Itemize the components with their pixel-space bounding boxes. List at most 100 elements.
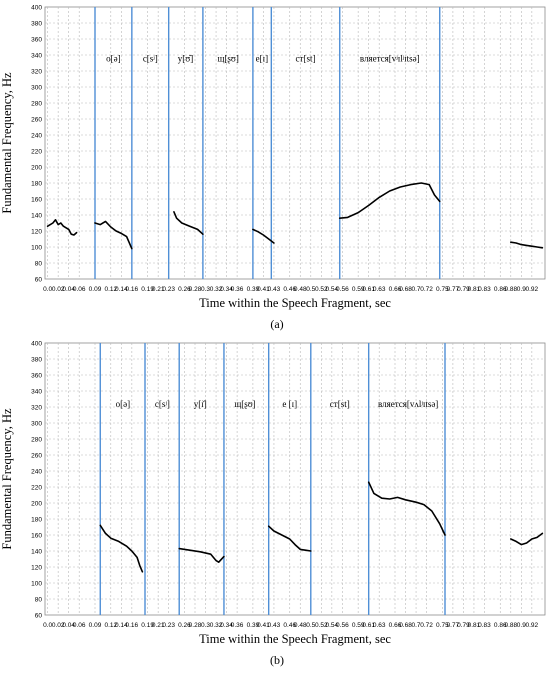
chart-b-y-tick-label: 360: [31, 372, 42, 379]
chart-b-x-tick-label: 0.63: [373, 622, 386, 629]
chart-a-y-tick-label: 220: [31, 148, 42, 155]
chart-a-y-tick-label: 60: [35, 276, 43, 283]
chart-b-x-tick-label: 0.7: [412, 622, 421, 629]
chart-b-x-tick-label: 0.66: [389, 622, 402, 629]
chart-a-x-tick-label: 0.61: [362, 286, 375, 293]
chart-a-y-tick-label: 140: [31, 212, 42, 219]
chart-a-x-tick-label: 0.72: [420, 286, 433, 293]
chart-a-y-tick-label: 340: [31, 52, 42, 59]
chart-b-x-tick-label: 0.61: [362, 622, 375, 629]
chart-a-x-tick-label: 0.32: [210, 286, 223, 293]
chart-b-x-tick-label: 0.83: [478, 622, 491, 629]
chart-b-x-tick-label: 0.79: [457, 622, 470, 629]
chart-b-x-tick-label: 0.21: [152, 622, 165, 629]
chart-b-y-axis-title: Fundamental Frequency, Hz: [0, 408, 14, 550]
chart-a-x-tick-label: 0.09: [89, 286, 102, 293]
chart-a-y-tick-label: 400: [31, 4, 42, 11]
chart-b-y-tick-label: 300: [31, 420, 42, 427]
chart-b-y-tick-label: 80: [35, 596, 43, 603]
chart-a-y-tick-label: 240: [31, 132, 42, 139]
chart-a-y-tick-label: 80: [35, 260, 43, 267]
chart-a-f0-contour: [173, 211, 204, 235]
chart-b-segment-label: вляется[vʌlʲɪtsə]: [378, 399, 438, 409]
chart-b-x-tick-label: 0.68: [399, 622, 412, 629]
chart-b-segment-label: у[ɪ̆]: [194, 399, 207, 409]
chart-b-x-tick-label: 0.9: [517, 622, 526, 629]
chart-a-x-tick-label: 0.04: [62, 286, 75, 293]
chart-a-segment-label: щ[ʂʊ]: [217, 53, 238, 63]
chart-a-plot-area: [44, 6, 546, 280]
chart-b-x-tick-label: 0.72: [420, 622, 433, 629]
chart-b-f0-contour: [267, 525, 312, 552]
chart-a-segment-label: вляется[vʲɪlʲɪtsə]: [360, 53, 420, 63]
chart-a-y-axis-title: Fundamental Frequency, Hz: [0, 72, 14, 214]
chart-b-x-tick-label: 0.88: [504, 622, 517, 629]
chart-a-y-tick-label: 120: [31, 228, 42, 235]
chart-a-x-tick-label: 0.68: [399, 286, 412, 293]
chart-a-x-tick-label: 0.5: [306, 286, 315, 293]
chart-b-x-tick-label: 0.09: [89, 622, 102, 629]
chart-b-x-tick-label: 0.52: [315, 622, 328, 629]
chart-b-y-tick-label: 400: [31, 340, 42, 347]
chart-b-x-tick-label: 0.23: [162, 622, 175, 629]
chart-a-segment-label: е[ɪ]: [256, 53, 269, 63]
chart-a-x-tick-label: 0.21: [152, 286, 165, 293]
chart-b-x-tick-label: 0.14: [115, 622, 128, 629]
chart-a-x-tick-label: 0.43: [268, 286, 281, 293]
chart-b-x-tick-label: 0.39: [247, 622, 260, 629]
chart-a-x-tick-label: 0.36: [231, 286, 244, 293]
chart-a-y-tick-label: 160: [31, 196, 42, 203]
chart-b-y-tick-label: 60: [35, 612, 43, 619]
chart-a-y-tick-label: 260: [31, 116, 42, 123]
chart-b-x-tick-label: 0.26: [178, 622, 191, 629]
chart-a-f0-contour: [510, 241, 544, 249]
chart-b-x-tick-label: 0.32: [210, 622, 223, 629]
chart-b-segment-label: с[sʲ]: [155, 399, 170, 409]
chart-a-x-tick-label: 0.7: [412, 286, 421, 293]
chart-a-segment-label: у[ʊ̆]: [178, 53, 193, 63]
chart-a-x-tick-label: 0.0: [43, 286, 52, 293]
chart-b-x-tick-label: 0.5: [306, 622, 315, 629]
chart-a-segment-label: о[ə]: [106, 53, 121, 63]
chart-a-x-tick-label: 0.3: [201, 286, 210, 293]
chart-a-x-tick-label: 0.14: [115, 286, 128, 293]
chart-a-x-tick-label: 0.26: [178, 286, 191, 293]
chart-a-x-tick-label: 0.83: [478, 286, 491, 293]
chart-b-x-tick-label: 0.56: [336, 622, 349, 629]
chart-a-y-tick-label: 300: [31, 84, 42, 91]
chart-b-x-tick-label: 0.3: [201, 622, 210, 629]
chart-a-x-tick-label: 0.06: [73, 286, 86, 293]
chart-panel: 60 80 100 120 140 160 180 200 220 240 260 280 300 320…: [0, 340, 546, 667]
chart-a-y-tick-label: 180: [31, 180, 42, 187]
chart-b-x-tick-label: 0.43: [268, 622, 281, 629]
chart-a-x-tick-label: 0.39: [247, 286, 260, 293]
chart-a-y-tick-label: 360: [31, 36, 42, 43]
chart-b-f0-contour: [99, 524, 144, 573]
chart-b-x-tick-label: 0.92: [526, 622, 539, 629]
chart-a-f0-contour: [252, 228, 275, 244]
chart-b-y-tick-label: 100: [31, 580, 42, 587]
chart-b-y-tick-label: 320: [31, 404, 42, 411]
chart-a-y-tick-label: 100: [31, 244, 42, 251]
chart-a-y-tick-label: 380: [31, 20, 42, 27]
chart-b-segment-label: ст[st]: [330, 399, 350, 409]
chart-b-y-tick-label: 120: [31, 564, 42, 571]
chart-b-x-tick-label: 0.02: [52, 622, 65, 629]
chart-a-y-tick-label: 200: [31, 164, 42, 171]
chart-b-x-tick-label: 0.12: [104, 622, 117, 629]
chart-b-x-tick-label: 0.34: [220, 622, 233, 629]
chart-b-x-tick-label: 0.19: [141, 622, 154, 629]
chart-b-y-tick-label: 380: [31, 356, 42, 363]
chart-a-x-tick-label: 0.19: [141, 286, 154, 293]
chart-b-y-tick-label: 180: [31, 516, 42, 523]
chart-a-x-tick-label: 0.77: [447, 286, 460, 293]
chart-a-x-tick-label: 0.9: [517, 286, 526, 293]
chart-a-f0-contour: [46, 219, 78, 236]
chart-b-f0-contour: [367, 481, 446, 536]
chart-a-x-tick-label: 0.75: [436, 286, 449, 293]
chart-a-x-tick-label: 0.54: [326, 286, 339, 293]
chart-b-x-tick-label: 0.36: [231, 622, 244, 629]
chart-b-segment-label: о[ə]: [116, 399, 131, 409]
chart-a-y-tick-label: 280: [31, 100, 42, 107]
